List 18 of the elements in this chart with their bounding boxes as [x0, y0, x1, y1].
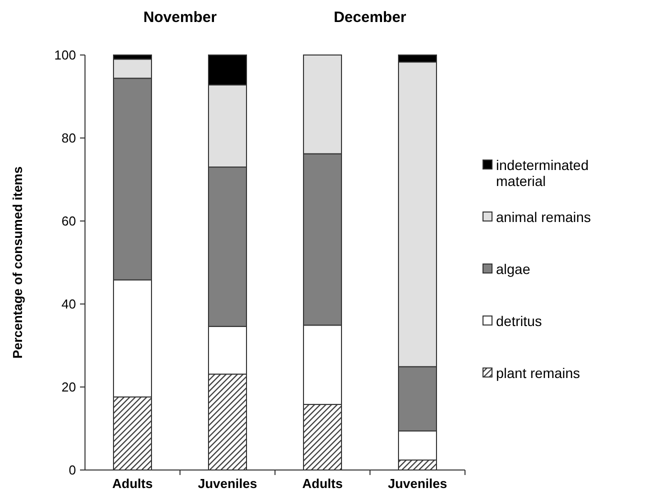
y-tick-label: 80: [62, 130, 76, 146]
x-tick-label: Juveniles: [198, 476, 258, 491]
legend-label: detritus: [496, 312, 542, 329]
y-tick-label: 20: [62, 380, 76, 395]
legend-label: indeterminated material: [496, 156, 589, 189]
y-tick-label: 100: [54, 48, 76, 63]
y-tick-label: 0: [68, 462, 76, 478]
legend-label: animal remains: [496, 208, 591, 225]
text: December: [334, 9, 406, 26]
x-tick-label: Adults: [302, 476, 343, 491]
legend-label: algae: [496, 260, 530, 277]
y-tick-label: 40: [62, 296, 76, 312]
y-tick-label: 60: [62, 214, 76, 229]
x-tick-label: Adults: [112, 476, 153, 491]
text: November: [143, 9, 217, 26]
x-tick-label: Juveniles: [388, 476, 448, 491]
legend-label: plant remains: [496, 364, 580, 381]
y-axis-title: Percentage of consumed items: [10, 166, 25, 359]
